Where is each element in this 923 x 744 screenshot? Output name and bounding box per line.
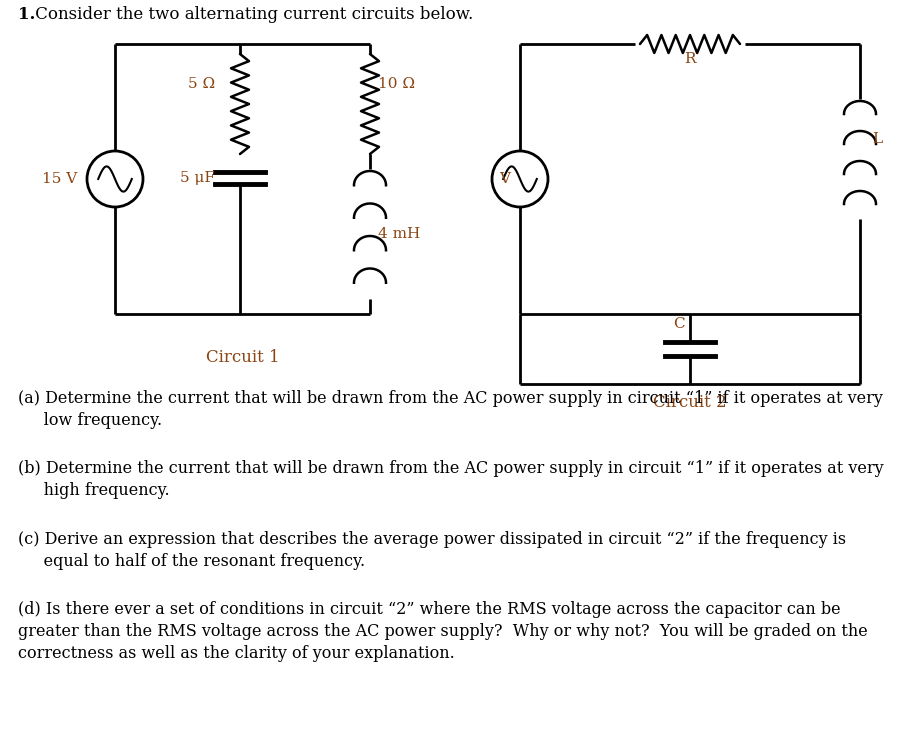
Text: C: C	[674, 317, 685, 331]
Text: Circuit 1: Circuit 1	[206, 349, 280, 366]
Text: 5 μF: 5 μF	[180, 171, 215, 185]
Text: (a) Determine the current that will be drawn from the AC power supply in circuit: (a) Determine the current that will be d…	[18, 390, 883, 407]
Text: correctness as well as the clarity of your explanation.: correctness as well as the clarity of yo…	[18, 645, 455, 662]
Text: low frequency.: low frequency.	[18, 412, 162, 429]
Text: 4 mH: 4 mH	[378, 227, 420, 241]
Text: R: R	[684, 52, 696, 66]
Text: high frequency.: high frequency.	[18, 482, 170, 499]
Text: greater than the RMS voltage across the AC power supply?  Why or why not?  You w: greater than the RMS voltage across the …	[18, 623, 868, 640]
Text: (d) Is there ever a set of conditions in circuit “2” where the RMS voltage acros: (d) Is there ever a set of conditions in…	[18, 601, 841, 618]
Text: 10 Ω: 10 Ω	[378, 77, 415, 91]
Text: Consider the two alternating current circuits below.: Consider the two alternating current cir…	[30, 6, 473, 23]
Text: V: V	[499, 172, 510, 186]
Text: 5 Ω: 5 Ω	[188, 77, 215, 91]
Text: (c) Derive an expression that describes the average power dissipated in circuit : (c) Derive an expression that describes …	[18, 530, 846, 548]
Text: equal to half of the resonant frequency.: equal to half of the resonant frequency.	[18, 553, 366, 570]
Text: Circuit 2: Circuit 2	[653, 394, 726, 411]
Text: 1.: 1.	[18, 6, 35, 23]
Text: 15 V: 15 V	[42, 172, 77, 186]
Text: (b) Determine the current that will be drawn from the AC power supply in circuit: (b) Determine the current that will be d…	[18, 461, 883, 478]
Text: L: L	[872, 132, 882, 146]
